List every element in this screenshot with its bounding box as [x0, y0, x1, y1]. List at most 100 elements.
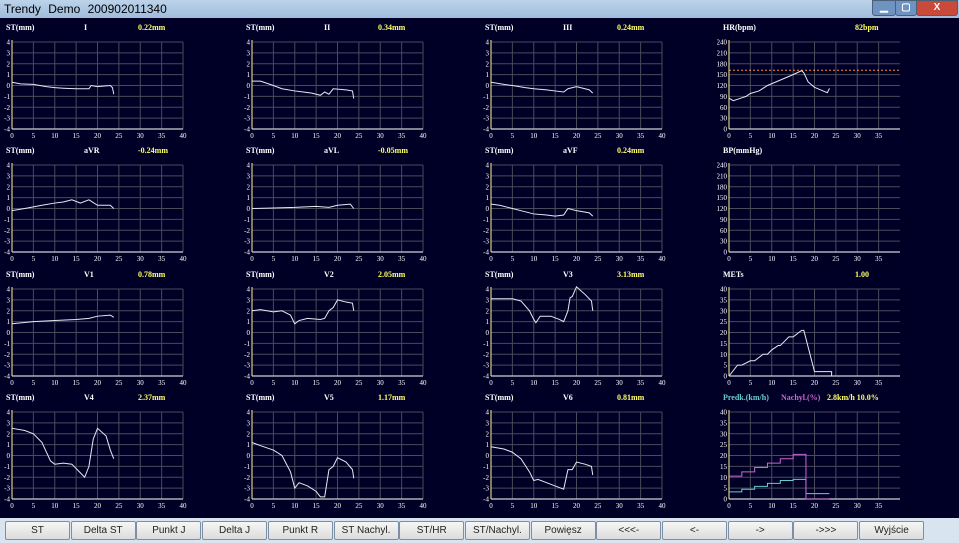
trend-panel-v5[interactable]: ST(mm) V5 1.17mm -4 -3 -2 -1 0 1 2 3 4 0 5 10 15 20 25 30 3…: [240, 390, 478, 513]
title-bar: Trendy Demo 200902011340 ▁ ▢ X: [0, 0, 959, 18]
axis-label: BP(mmHg): [723, 146, 763, 155]
trend-panel-v3[interactable]: ST(mm) V3 3.13mm -4 -3 -2 -1 0 1 2 3 4 0 5 10 15 20 25 30 3…: [479, 267, 717, 390]
x-tick-label: 5: [749, 502, 753, 510]
x-tick-label: 15: [552, 132, 560, 140]
trend-trace: [11, 314, 115, 325]
trend-panel-v2[interactable]: ST(mm) V2 2.05mm -4 -3 -2 -1 0 1 2 3 4 0 5 10 15 20 25 30 3…: [240, 267, 478, 390]
button-powięsz[interactable]: Powięsz: [530, 521, 596, 540]
y-tick-label: -1: [483, 463, 489, 471]
trend-panel-avf[interactable]: ST(mm) aVF 0.24mm -4 -3 -2 -1 0 1 2 3 4 0 5 10 15 20 25 30…: [479, 143, 717, 266]
x-tick-label: 40: [659, 132, 667, 140]
y-tick-label: -2: [483, 227, 489, 235]
x-tick-label: 5: [272, 132, 276, 140]
minimize-button[interactable]: ▁: [872, 0, 896, 16]
trend-trace: [490, 203, 594, 217]
trend-trace: [251, 203, 355, 209]
x-tick-label: 15: [313, 379, 321, 387]
x-tick-label: 20: [573, 255, 581, 263]
trend-panel-avr[interactable]: ST(mm) aVR -0.24mm -4 -3 -2 -1 0 1 2 3 4 0 5 10 15 20 25 3…: [0, 143, 238, 266]
trend-panel-predk-km-h-[interactable]: Predk.(km/h) Nachyl.(%) 2.8km/h 10.0% 0 5 10 1…: [717, 390, 955, 513]
maximize-button[interactable]: ▢: [895, 0, 917, 16]
trend-panel-avl[interactable]: ST(mm) aVL -0.05mm -4 -3 -2 -1 0 1 2 3 4 0 5 10 15 20 25 3…: [240, 143, 478, 266]
x-tick-label: 0: [250, 132, 254, 140]
x-tick-label: 30: [137, 132, 145, 140]
button-delta-j[interactable]: Delta J: [202, 521, 268, 540]
y-tick-label: -1: [483, 216, 489, 224]
button-[interactable]: ->>>: [793, 521, 859, 540]
lead-label: V4: [84, 393, 94, 402]
y-tick-label: 30: [720, 307, 728, 315]
button-wyj-cie[interactable]: Wyjście: [859, 521, 925, 540]
y-tick-label: 240: [717, 162, 728, 170]
button-bar: ST Delta ST Punkt J Delta J Punkt R ST Nachyl…: [0, 518, 959, 543]
y-tick-label: 35: [720, 419, 728, 427]
lead-label: V3: [563, 270, 573, 279]
button-punkt-r[interactable]: Punkt R: [267, 521, 333, 540]
x-tick-label: 0: [250, 255, 254, 263]
trend-panel-v1[interactable]: ST(mm) V1 0.78mm -4 -3 -2 -1 0 1 2 3 4 0 5 10 15 20 25 30 3…: [0, 267, 238, 390]
close-button[interactable]: X: [916, 0, 958, 16]
trend-panel-v6[interactable]: ST(mm) V6 0.81mm -4 -3 -2 -1 0 1 2 3 4 0 5 10 15 20 25 30 3…: [479, 390, 717, 513]
y-tick-label: 180: [717, 60, 728, 68]
x-tick-label: 0: [250, 379, 254, 387]
y-tick-label: 3: [247, 49, 251, 57]
chart: 0 30 60 90 120 150 180 210 240 0 5 10 15 20 25 30 35: [717, 162, 900, 263]
trend-panel-bp-mmhg-[interactable]: BP(mmHg) 0 30 60 90 120 150 180 210 240 0 5 10 15 20 25…: [717, 143, 955, 266]
x-tick-label: 25: [594, 379, 602, 387]
x-tick-label: 10: [768, 132, 776, 140]
lead-label: V2: [324, 270, 334, 279]
x-tick-label: 25: [832, 255, 840, 263]
trend-panel-hr-bpm-[interactable]: HR(bpm) 82bpm 0 30 60 90 120 150 180 210 240 0 5 10 15…: [717, 20, 955, 143]
trend-panel-mets[interactable]: METs 1.00 0 5 10 15 20 25 30 35 40 0 5 10 15 20 25 30 35: [717, 267, 955, 390]
button-[interactable]: <<<-: [596, 521, 662, 540]
x-tick-label: 10: [51, 379, 59, 387]
y-tick-label: -3: [483, 485, 489, 493]
x-tick-label: 35: [637, 502, 645, 510]
trend-panel-v4[interactable]: ST(mm) V4 2.37mm -4 -3 -2 -1 0 1 2 3 4 0 5 10 15 20 25 30 3…: [0, 390, 238, 513]
button-delta-st[interactable]: Delta ST: [70, 521, 136, 540]
y-tick-label: 4: [7, 162, 11, 170]
button-[interactable]: ->: [727, 521, 793, 540]
button-[interactable]: <-: [662, 521, 727, 540]
x-tick-label: 35: [875, 255, 883, 263]
x-tick-label: 20: [573, 132, 581, 140]
x-tick-label: 5: [32, 379, 36, 387]
y-tick-label: -4: [483, 496, 489, 504]
x-tick-label: 15: [313, 255, 321, 263]
x-tick-label: 10: [530, 132, 538, 140]
x-tick-label: 40: [180, 132, 188, 140]
trend-panel-ii[interactable]: ST(mm) II 0.34mm -4 -3 -2 -1 0 1 2 3 4 0 5 10 15 20 25 30 3…: [240, 20, 478, 143]
x-tick-label: 25: [594, 255, 602, 263]
x-tick-label: 0: [10, 255, 14, 263]
x-tick-label: 25: [594, 502, 602, 510]
y-tick-label: 60: [720, 227, 728, 235]
button-punkt-j[interactable]: Punkt J: [136, 521, 202, 540]
y-tick-label: 90: [720, 93, 728, 101]
x-tick-label: 20: [334, 502, 342, 510]
x-tick-label: 20: [334, 379, 342, 387]
y-tick-label: -2: [483, 474, 489, 482]
x-tick-label: 25: [115, 502, 123, 510]
y-tick-label: 1: [486, 441, 490, 449]
x-tick-label: 25: [355, 132, 363, 140]
y-tick-label: 0: [724, 249, 728, 257]
button-st-nachyl[interactable]: ST/Nachyl.: [464, 521, 530, 540]
button-st-nachyl[interactable]: ST Nachyl.: [333, 521, 399, 540]
button-st[interactable]: ST: [5, 521, 70, 540]
button-st-hr[interactable]: ST/HR: [399, 521, 465, 540]
x-tick-label: 25: [832, 502, 840, 510]
y-tick-label: 2: [486, 183, 490, 191]
y-tick-label: 90: [720, 216, 728, 224]
x-tick-label: 20: [811, 379, 819, 387]
x-tick-label: 25: [115, 255, 123, 263]
y-tick-label: 0: [486, 82, 490, 90]
y-tick-label: 0: [724, 496, 728, 504]
trend-panel-iii[interactable]: ST(mm) III 0.24mm -4 -3 -2 -1 0 1 2 3 4 0 5 10 15 20 25 30…: [479, 20, 717, 143]
x-tick-label: 40: [659, 379, 667, 387]
trend-panel-i[interactable]: ST(mm) I 0.22mm -4 -3 -2 -1 0 1 2 3 4 0 5 10 15 20 25 30 35…: [0, 20, 238, 143]
y-tick-label: -2: [4, 474, 10, 482]
value-label: 0.24mm: [617, 23, 645, 32]
